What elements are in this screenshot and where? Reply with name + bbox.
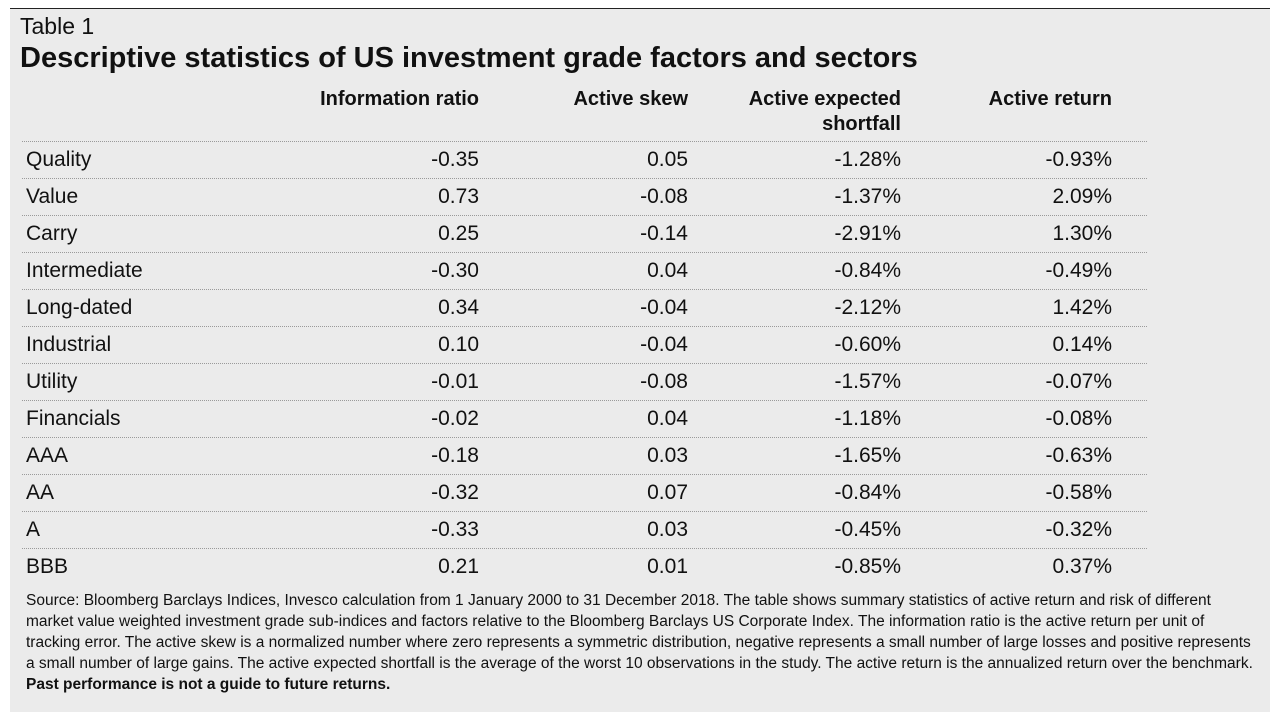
information-ratio-cell: 0.25	[438, 222, 479, 245]
source-note: Source: Bloomberg Barclays Indices, Inve…	[26, 590, 1258, 695]
table-row: A -0.33 0.03 -0.45% -0.32%	[10, 511, 1270, 548]
row-name: Carry	[26, 222, 78, 245]
row-name: AAA	[26, 444, 69, 467]
active-skew-cell: -0.04	[640, 333, 688, 356]
table-row: Carry 0.25 -0.14 -2.91% 1.30%	[10, 215, 1270, 252]
header-information-ratio: Information ratio	[320, 88, 479, 110]
row-name: A	[26, 518, 41, 541]
information-ratio-cell: 0.21	[438, 555, 479, 578]
row-separator	[22, 141, 1147, 142]
table-row: AA -0.32 0.07 -0.84% -0.58%	[10, 474, 1270, 511]
expected-shortfall-cell: -2.12%	[834, 296, 901, 319]
information-ratio-cell: -0.32	[431, 481, 479, 504]
row-name: Utility	[26, 370, 78, 393]
expected-shortfall-cell: -1.18%	[834, 407, 901, 430]
row-name: Quality	[26, 148, 92, 171]
row-name: AA	[26, 481, 55, 504]
active-return-cell: 2.09%	[1052, 185, 1112, 208]
table-label: Table 1	[20, 13, 95, 39]
expected-shortfall-cell: -1.28%	[834, 148, 901, 171]
active-return-cell: -0.93%	[1045, 148, 1112, 171]
row-separator	[22, 289, 1147, 290]
header-active-return: Active return	[988, 88, 1112, 110]
row-name: Financials	[26, 407, 121, 430]
information-ratio-cell: -0.33	[431, 518, 479, 541]
active-skew-cell: 0.03	[647, 444, 688, 467]
row-separator	[22, 178, 1147, 179]
table-row: AAA -0.18 0.03 -1.65% -0.63%	[10, 437, 1270, 474]
expected-shortfall-cell: -0.85%	[834, 555, 901, 578]
row-separator	[22, 511, 1147, 512]
table-row: Financials -0.02 0.04 -1.18% -0.08%	[10, 400, 1270, 437]
active-skew-cell: 0.04	[647, 259, 688, 282]
active-return-cell: 0.37%	[1052, 555, 1112, 578]
disclaimer: Past performance is not a guide to futur…	[26, 676, 391, 693]
active-return-cell: -0.08%	[1045, 407, 1112, 430]
table-row: Long-dated 0.34 -0.04 -2.12% 1.42%	[10, 289, 1270, 326]
expected-shortfall-cell: -2.91%	[834, 222, 901, 245]
active-skew-cell: 0.01	[647, 555, 688, 578]
table-row: BBB 0.21 0.01 -0.85% 0.37%	[10, 548, 1270, 585]
row-name: Industrial	[26, 333, 112, 356]
row-name: Long-dated	[26, 296, 133, 319]
expected-shortfall-cell: -1.37%	[834, 185, 901, 208]
active-skew-cell: -0.04	[640, 296, 688, 319]
table-panel: Table 1 Descriptive statistics of US inv…	[10, 8, 1270, 712]
active-return-cell: -0.63%	[1045, 444, 1112, 467]
active-return-cell: -0.58%	[1045, 481, 1112, 504]
table-row: Industrial 0.10 -0.04 -0.60% 0.14%	[10, 326, 1270, 363]
row-separator	[22, 363, 1147, 364]
information-ratio-cell: -0.02	[431, 407, 479, 430]
information-ratio-cell: -0.01	[431, 370, 479, 393]
active-return-cell: 0.14%	[1052, 333, 1112, 356]
row-separator	[22, 215, 1147, 216]
row-name: Intermediate	[26, 259, 143, 282]
table-row: Intermediate -0.30 0.04 -0.84% -0.49%	[10, 252, 1270, 289]
active-skew-cell: -0.08	[640, 370, 688, 393]
active-skew-cell: -0.08	[640, 185, 688, 208]
row-name: Value	[26, 185, 79, 208]
header-active-expected-shortfall: Active expected shortfall	[748, 88, 901, 135]
source-text: Source: Bloomberg Barclays Indices, Inve…	[26, 592, 1253, 672]
expected-shortfall-cell: -0.60%	[834, 333, 901, 356]
information-ratio-cell: -0.30	[431, 259, 479, 282]
active-skew-cell: -0.14	[640, 222, 688, 245]
table-row: Quality -0.35 0.05 -1.28% -0.93%	[10, 141, 1270, 178]
expected-shortfall-cell: -1.65%	[834, 444, 901, 467]
information-ratio-cell: 0.73	[438, 185, 479, 208]
active-return-cell: -0.49%	[1045, 259, 1112, 282]
active-return-cell: 1.30%	[1052, 222, 1112, 245]
active-return-cell: 1.42%	[1052, 296, 1112, 319]
table-title: Descriptive statistics of US investment …	[20, 42, 918, 74]
information-ratio-cell: 0.10	[438, 333, 479, 356]
row-separator	[22, 252, 1147, 253]
active-skew-cell: 0.03	[647, 518, 688, 541]
row-separator	[22, 548, 1147, 549]
header-active-skew: Active skew	[573, 88, 688, 110]
active-return-cell: -0.32%	[1045, 518, 1112, 541]
row-separator	[22, 400, 1147, 401]
table-row: Value 0.73 -0.08 -1.37% 2.09%	[10, 178, 1270, 215]
row-name: BBB	[26, 555, 69, 578]
table-row: Utility -0.01 -0.08 -1.57% -0.07%	[10, 363, 1270, 400]
expected-shortfall-cell: -0.84%	[834, 481, 901, 504]
expected-shortfall-cell: -0.84%	[834, 259, 901, 282]
active-skew-cell: 0.07	[647, 481, 688, 504]
information-ratio-cell: 0.34	[438, 296, 479, 319]
information-ratio-cell: -0.35	[431, 148, 479, 171]
information-ratio-cell: -0.18	[431, 444, 479, 467]
row-separator	[22, 326, 1147, 327]
expected-shortfall-cell: -0.45%	[834, 518, 901, 541]
row-separator	[22, 437, 1147, 438]
active-skew-cell: 0.05	[647, 148, 688, 171]
row-separator	[22, 474, 1147, 475]
active-return-cell: -0.07%	[1045, 370, 1112, 393]
active-skew-cell: 0.04	[647, 407, 688, 430]
expected-shortfall-cell: -1.57%	[834, 370, 901, 393]
